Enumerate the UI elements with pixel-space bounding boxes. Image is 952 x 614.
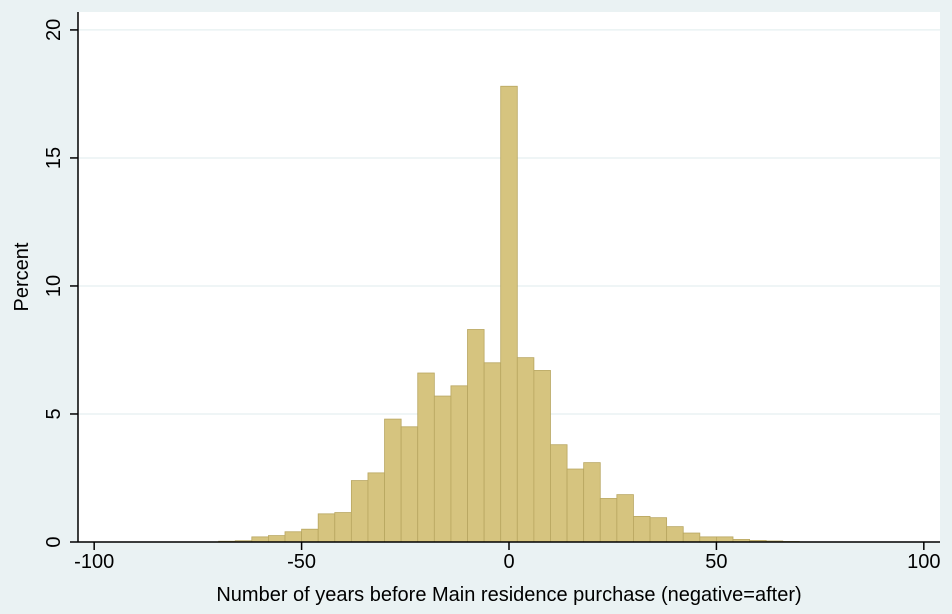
x-tick-label: 50 bbox=[705, 551, 727, 573]
y-tick-label: 5 bbox=[43, 408, 65, 419]
bar bbox=[350, 480, 369, 543]
bar bbox=[583, 462, 601, 543]
bar bbox=[483, 362, 502, 543]
bar bbox=[682, 532, 701, 543]
bar bbox=[467, 329, 485, 543]
bar bbox=[649, 517, 668, 543]
bar bbox=[417, 372, 435, 543]
bar bbox=[599, 498, 618, 543]
bar bbox=[699, 536, 717, 543]
bar bbox=[301, 528, 319, 543]
bar bbox=[500, 85, 518, 543]
y-tick-label: 10 bbox=[43, 275, 65, 297]
bar bbox=[284, 531, 302, 543]
bar bbox=[334, 512, 352, 543]
bar bbox=[251, 536, 269, 543]
x-tick-label: -50 bbox=[287, 551, 316, 573]
bar bbox=[566, 468, 585, 543]
x-tick-label: 0 bbox=[503, 551, 514, 573]
bar bbox=[384, 418, 402, 543]
bar bbox=[268, 535, 286, 543]
y-tick-label: 0 bbox=[43, 536, 65, 547]
bar bbox=[516, 357, 535, 543]
bar bbox=[433, 395, 452, 543]
bar bbox=[616, 494, 634, 543]
y-tick-label: 15 bbox=[43, 147, 65, 169]
bar bbox=[317, 513, 336, 543]
x-axis-title: Number of years before Main residence pu… bbox=[216, 584, 801, 606]
y-tick-label: 20 bbox=[43, 19, 65, 41]
bar bbox=[716, 536, 734, 543]
x-tick-label: 100 bbox=[907, 551, 940, 573]
bar bbox=[400, 426, 419, 543]
bar bbox=[533, 370, 551, 543]
bar bbox=[367, 472, 385, 543]
bar bbox=[633, 515, 651, 543]
y-axis-title: Percent bbox=[11, 242, 33, 311]
bar bbox=[450, 385, 468, 543]
bar bbox=[666, 526, 684, 543]
x-tick-label: -100 bbox=[74, 551, 114, 573]
bar bbox=[550, 444, 568, 543]
